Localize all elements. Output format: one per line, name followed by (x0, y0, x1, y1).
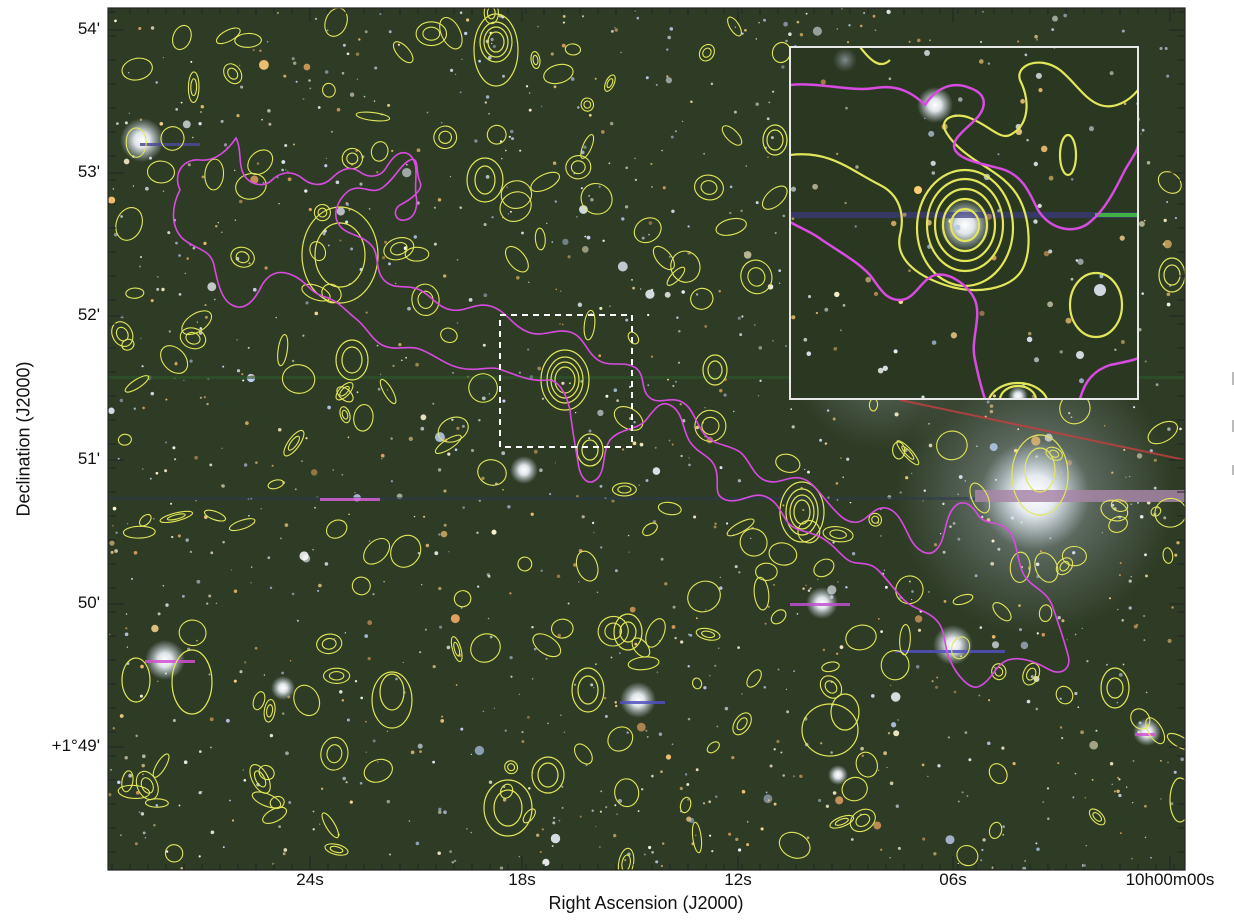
bright-star (510, 456, 538, 484)
yellow-contours (121, 13, 1185, 837)
y-tick-label: 52' (77, 305, 100, 324)
selection-box (499, 314, 633, 448)
x-tick-label: 18s (508, 870, 536, 889)
y-tick-label: 50' (77, 593, 100, 612)
plot-frame (107, 7, 1186, 871)
axis-ticks (108, 8, 1185, 870)
bright-star (933, 625, 973, 665)
bright-star (620, 682, 656, 718)
yellow-contours-small (111, 8, 1185, 870)
bright-star (271, 676, 295, 700)
detector-streaks (108, 143, 1185, 736)
x-tick-label: 06s (939, 870, 967, 889)
magenta-contour (172, 136, 1070, 688)
bright-star (120, 118, 164, 162)
y-tick-label: +1°49' (51, 736, 100, 755)
y-axis-title: Declination (J2000) (13, 361, 34, 517)
y-tick-label: 54' (77, 19, 100, 38)
x-axis-title: Right Ascension (J2000) (548, 893, 744, 913)
zoom-inset (789, 46, 1139, 400)
x-tick-label: 12s (724, 870, 752, 889)
bright-star (1133, 718, 1161, 746)
x-tick-label: 10h00m00s (1125, 870, 1215, 889)
y-tick-label: 53' (77, 162, 100, 181)
bright-star (828, 765, 848, 785)
y-tick-label: 51' (77, 449, 100, 468)
x-tick-label: 24s (296, 870, 324, 889)
